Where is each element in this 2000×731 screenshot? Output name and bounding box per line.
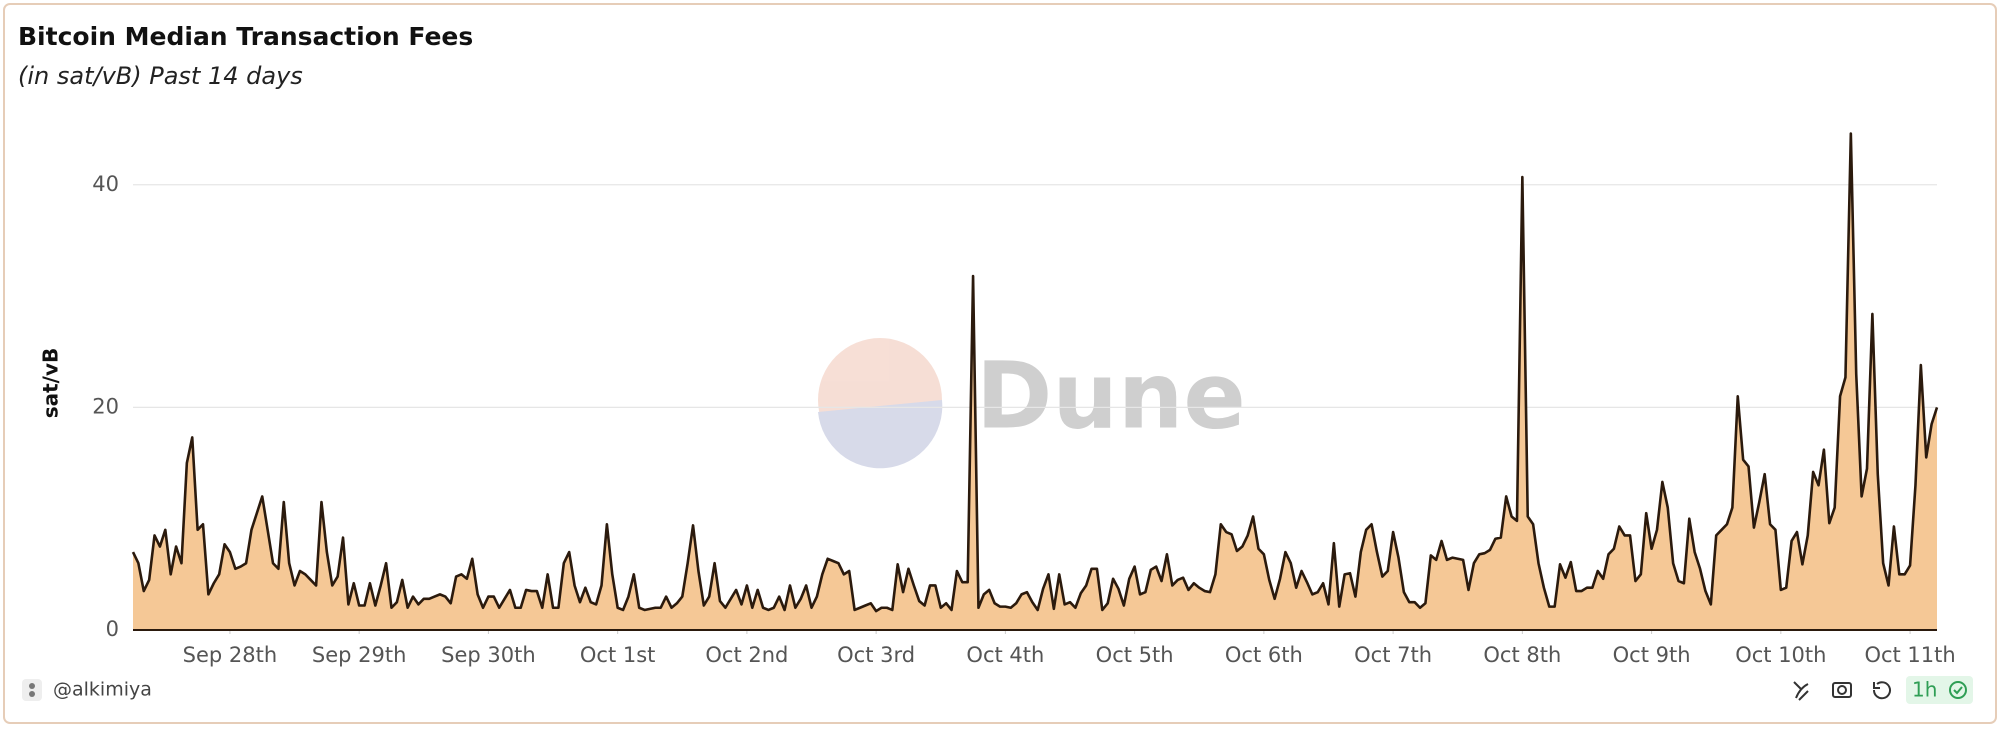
x-tick-label: Oct 4th [966,643,1044,667]
refresh-check-mark [1953,686,1963,695]
x-tick-label: Oct 6th [1225,643,1303,667]
watermark-logo-part [818,400,943,469]
avatar-dot [29,683,35,689]
x-tick-label: Oct 7th [1354,643,1432,667]
refresh-label: 1h [1912,678,1937,702]
camera-icon[interactable] [1832,682,1852,698]
area-fill [133,133,1937,630]
avatar-dot [29,691,35,697]
watermark-text: Dune [976,342,1246,449]
x-tick-label: Sep 28th [183,643,278,667]
chart-subtitle: (in sat/vB) Past 14 days [18,62,303,90]
y-tick-label: 0 [106,617,119,641]
x-tick-label: Oct 9th [1613,643,1691,667]
author-avatar [22,679,42,701]
refresh-check [1949,681,1967,699]
refresh-icon[interactable] [1872,681,1891,700]
plot-area: 0 20 40 Sep 28th Sep 29th Sep 30th Oct 1st Oct … [92,132,1956,667]
x-tick-label: Sep 30th [441,643,536,667]
author-name[interactable]: @alkimiya [53,679,152,701]
x-tick-label: Oct 5th [1096,643,1174,667]
edit-icon[interactable] [1793,681,1809,701]
watermark: Dune [818,338,1246,469]
toolbar [1793,681,1891,701]
y-tick-label: 20 [92,394,119,418]
x-tick-label: Oct 2nd [705,643,788,667]
y-axis-title: sat/vB [39,348,63,419]
x-tick-label: Oct 1st [580,643,656,667]
y-tick-label: 40 [92,172,119,196]
x-tick-label: Oct 11th [1864,643,1955,667]
x-tick-label: Oct 10th [1735,643,1826,667]
chart-title: Bitcoin Median Transaction Fees [18,22,473,51]
camera-lens [1837,685,1847,695]
x-tick-label: Sep 29th [312,643,407,667]
x-tick-label: Oct 3rd [837,643,915,667]
x-tick-label: Oct 8th [1483,643,1561,667]
line [131,132,1939,613]
